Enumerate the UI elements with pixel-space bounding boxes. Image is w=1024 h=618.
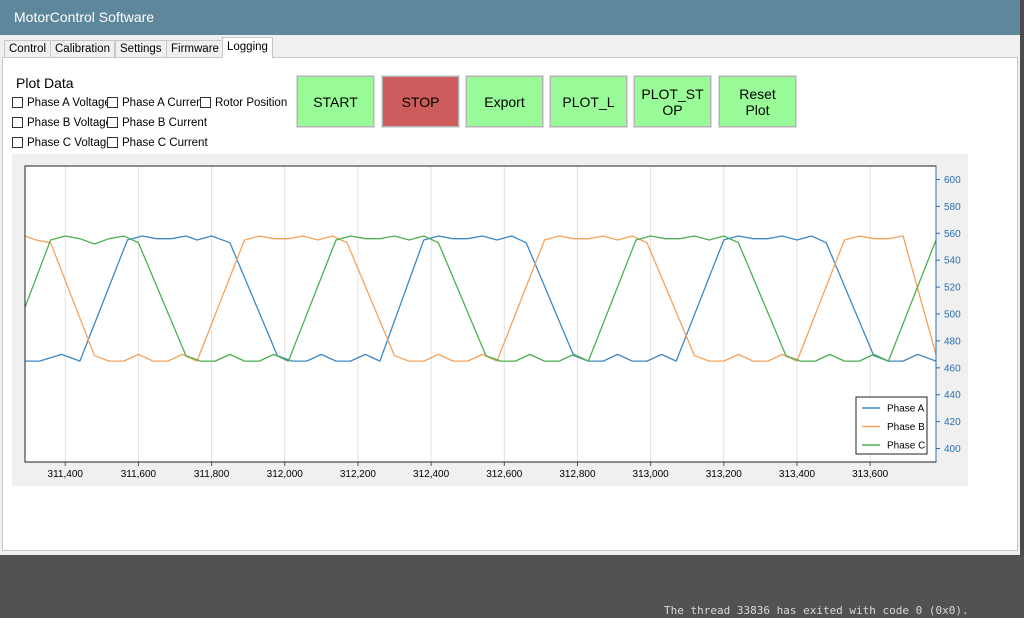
legend-label: Phase B [887, 422, 925, 433]
series-line-phase-a [25, 235, 937, 362]
checkbox-rotor-position[interactable]: Rotor Position [200, 96, 295, 111]
title-bar: MotorControl Software [0, 0, 1020, 35]
checkbox-phase-a-current[interactable]: Phase A Current [107, 96, 202, 111]
console-output-line: The thread 33836 has exited with code 0 … [664, 604, 969, 617]
legend-label: Phase A [887, 404, 925, 415]
logging-panel: Plot Data Phase A Voltage Phase A Curren… [2, 57, 1018, 551]
desktop-background [0, 555, 1024, 618]
checkbox-phase-b-voltage[interactable]: Phase B Voltage [12, 116, 109, 131]
x-tick-label: 313,400 [779, 469, 816, 480]
chart-panel: 311,400 311,600 311,800 312,000 312,200 312,4… [12, 154, 968, 486]
checkbox-square[interactable] [12, 137, 23, 148]
x-tick-label: 311,600 [121, 469, 157, 480]
checkbox-square[interactable] [200, 97, 211, 108]
y-tick-label: 440 [944, 390, 961, 401]
x-tick-label: 312,000 [267, 469, 304, 480]
reset-plot-button[interactable]: Reset Plot [718, 75, 797, 128]
phase-chart[interactable]: 311,400 311,600 311,800 312,000 312,200 312,4… [12, 154, 968, 486]
y-tick-label: 420 [944, 417, 961, 428]
checkbox-square[interactable] [107, 97, 118, 108]
checkbox-square[interactable] [12, 117, 23, 128]
y-tick-label: 580 [944, 202, 961, 213]
tab-logging[interactable]: Logging [222, 37, 273, 58]
x-tick-label: 311,800 [194, 469, 230, 480]
x-tick-label: 313,600 [852, 469, 889, 480]
x-tick-label: 312,800 [559, 469, 596, 480]
tab-settings[interactable]: Settings [115, 40, 167, 57]
x-tick-label: 313,200 [706, 469, 743, 480]
plot-stop-button[interactable]: PLOT_ST OP [633, 75, 712, 128]
y-tick-label: 600 [944, 175, 961, 186]
series-line-phase-b [24, 235, 937, 362]
export-button[interactable]: Export [465, 75, 544, 128]
y-tick-label: 540 [944, 256, 961, 267]
x-tick-label: 312,400 [413, 469, 450, 480]
y-tick-label: 500 [944, 310, 961, 321]
plot-area [25, 166, 936, 462]
tab-calibration[interactable]: Calibration [50, 40, 115, 57]
y-tick-label: 460 [944, 363, 961, 374]
x-tick-label: 313,000 [633, 469, 670, 480]
checkbox-phase-b-current[interactable]: Phase B Current [107, 116, 217, 131]
y-tick-label: 480 [944, 336, 961, 347]
y-tick-label: 560 [944, 229, 961, 240]
checkbox-phase-c-current[interactable]: Phase C Current [107, 136, 217, 151]
checkbox-square[interactable] [107, 137, 118, 148]
tab-firmware[interactable]: Firmware [166, 40, 224, 57]
app-window: MotorControl Software Control Calibratio… [0, 0, 1020, 555]
checkbox-phase-a-voltage[interactable]: Phase A Voltage [12, 96, 109, 111]
x-tick-label: 312,600 [486, 469, 523, 480]
tab-strip: Control Calibration Settings Firmware Lo… [0, 35, 1020, 58]
start-button[interactable]: START [296, 75, 375, 128]
y-tick-label: 520 [944, 283, 961, 294]
stop-button[interactable]: STOP [381, 75, 460, 128]
x-tick-label: 312,200 [340, 469, 377, 480]
plot-l-button[interactable]: PLOT_L [549, 75, 628, 128]
series-line-phase-c [24, 235, 937, 362]
y-tick-label: 400 [944, 444, 961, 455]
checkbox-square[interactable] [107, 117, 118, 128]
x-tick-label: 311,400 [48, 469, 84, 480]
legend-box [855, 396, 928, 455]
tab-control[interactable]: Control [4, 40, 52, 57]
plot-data-heading: Plot Data [16, 75, 74, 91]
checkbox-square[interactable] [12, 97, 23, 108]
window-title: MotorControl Software [14, 9, 155, 25]
checkbox-phase-c-voltage[interactable]: Phase C Voltage [12, 136, 109, 151]
legend-label: Phase C [887, 441, 925, 452]
